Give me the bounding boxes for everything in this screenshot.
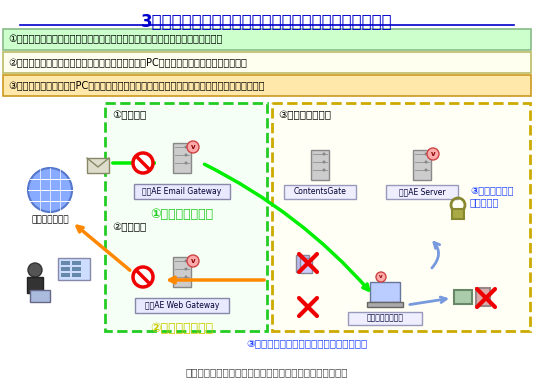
FancyBboxPatch shape <box>72 273 81 277</box>
Circle shape <box>185 146 187 149</box>
Circle shape <box>185 162 187 165</box>
FancyBboxPatch shape <box>370 282 400 302</box>
FancyBboxPatch shape <box>173 143 191 173</box>
Text: ③情報の窃取対策：感染PCが行う社内の情報搾取をデータの暗号化と持ち出し制御でブロック: ③情報の窃取対策：感染PCが行う社内の情報搾取をデータの暗号化と持ち出し制御でブ… <box>8 81 264 90</box>
FancyBboxPatch shape <box>296 255 309 272</box>
Circle shape <box>425 160 428 163</box>
Text: ①入口対策: ①入口対策 <box>112 110 146 120</box>
Text: v: v <box>191 144 195 150</box>
FancyBboxPatch shape <box>452 209 464 219</box>
Text: ②出口でブロック: ②出口でブロック <box>151 322 214 335</box>
Text: 秘文AE Server: 秘文AE Server <box>399 187 445 196</box>
Text: v: v <box>431 151 435 157</box>
FancyBboxPatch shape <box>454 290 472 304</box>
Text: 秘文AE Web Gateway: 秘文AE Web Gateway <box>145 301 219 309</box>
Text: v: v <box>191 258 195 264</box>
FancyBboxPatch shape <box>3 52 531 73</box>
FancyBboxPatch shape <box>476 288 490 306</box>
FancyBboxPatch shape <box>413 150 431 180</box>
FancyBboxPatch shape <box>284 185 356 199</box>
FancyBboxPatch shape <box>173 257 191 287</box>
FancyBboxPatch shape <box>311 150 329 180</box>
FancyBboxPatch shape <box>272 103 530 331</box>
Text: ③情報の窃取対策: ③情報の窃取対策 <box>278 110 331 120</box>
Circle shape <box>427 148 439 160</box>
FancyBboxPatch shape <box>348 312 422 325</box>
Circle shape <box>323 152 326 155</box>
FancyBboxPatch shape <box>27 277 43 293</box>
Text: ③データのコントロール（持ち出し制御）: ③データのコントロール（持ち出し制御） <box>246 338 367 348</box>
Circle shape <box>28 168 72 212</box>
Circle shape <box>185 268 187 271</box>
FancyBboxPatch shape <box>3 29 531 50</box>
Circle shape <box>133 267 153 287</box>
Circle shape <box>187 141 199 153</box>
FancyBboxPatch shape <box>61 267 70 271</box>
FancyBboxPatch shape <box>58 258 90 280</box>
Text: 秘文AE Email Gateway: 秘文AE Email Gateway <box>143 187 222 195</box>
FancyBboxPatch shape <box>3 75 531 96</box>
Text: ①入口でブロック: ①入口でブロック <box>151 208 214 221</box>
Circle shape <box>185 154 187 157</box>
FancyBboxPatch shape <box>367 302 403 307</box>
Circle shape <box>185 276 187 279</box>
FancyBboxPatch shape <box>87 158 109 173</box>
FancyBboxPatch shape <box>61 273 70 277</box>
FancyBboxPatch shape <box>105 103 267 331</box>
FancyBboxPatch shape <box>72 261 81 265</box>
Circle shape <box>187 255 199 267</box>
Text: ①入口対策：社外からの「標的型メール攻撃」をネットワークの入口でブロック: ①入口対策：社外からの「標的型メール攻撃」をネットワークの入口でブロック <box>8 35 222 44</box>
FancyBboxPatch shape <box>300 258 312 273</box>
Text: 図：秘文「標的型メール攻撃」対策ソリューションの概要: 図：秘文「標的型メール攻撃」対策ソリューションの概要 <box>186 367 348 377</box>
Text: インターネット: インターネット <box>31 215 69 224</box>
FancyBboxPatch shape <box>386 185 458 199</box>
Text: 3つの対策で「標的型メール」による攻撃をブロック！: 3つの対策で「標的型メール」による攻撃をブロック！ <box>141 13 393 31</box>
Circle shape <box>425 152 428 155</box>
Text: ②出口対策：「標的型メール」でウィルス感染したPCからの社外送信を出口でブロック: ②出口対策：「標的型メール」でウィルス感染したPCからの社外送信を出口でブロック <box>8 57 247 68</box>
Circle shape <box>376 272 386 282</box>
FancyBboxPatch shape <box>72 267 81 271</box>
FancyBboxPatch shape <box>135 298 229 313</box>
Circle shape <box>425 168 428 171</box>
Circle shape <box>133 153 153 173</box>
Circle shape <box>185 260 187 263</box>
FancyBboxPatch shape <box>30 290 50 302</box>
Circle shape <box>323 168 326 171</box>
Text: ③データの保護
（暗号化）: ③データの保護 （暗号化） <box>470 185 514 207</box>
FancyBboxPatch shape <box>61 261 70 265</box>
Text: ContentsGate: ContentsGate <box>294 187 347 196</box>
Text: 秘文クライアント: 秘文クライアント <box>366 314 404 323</box>
Circle shape <box>28 263 42 277</box>
FancyBboxPatch shape <box>134 184 230 199</box>
Text: v: v <box>379 274 383 280</box>
Circle shape <box>323 160 326 163</box>
Text: ②出口対策: ②出口対策 <box>112 222 146 232</box>
